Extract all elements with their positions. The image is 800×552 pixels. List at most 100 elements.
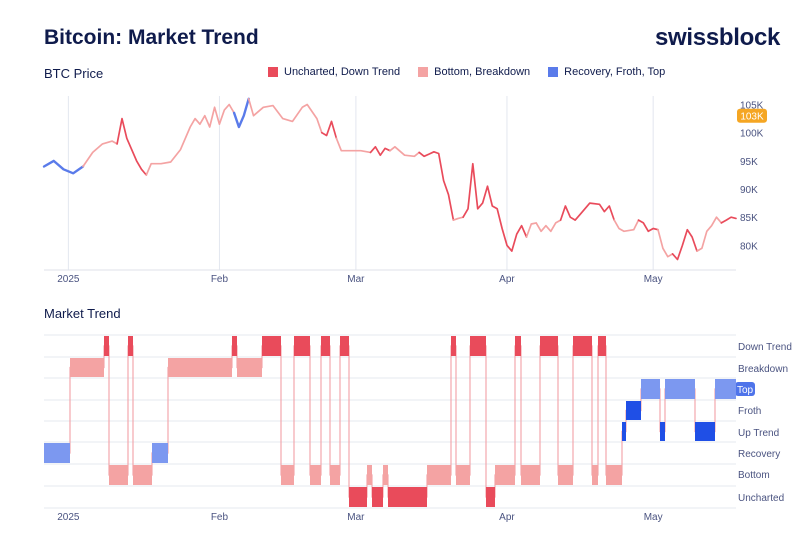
legend-swatch-down xyxy=(268,67,278,77)
price-line-bottom xyxy=(335,137,372,154)
price-line-down xyxy=(559,202,616,221)
trend-block-bottom xyxy=(383,465,388,485)
price-line-down xyxy=(116,117,148,176)
trend-block-bottom xyxy=(495,465,515,485)
price-line-bottom xyxy=(82,140,118,168)
price-line-bottom xyxy=(657,228,674,258)
trend-level-label: Breakdown xyxy=(738,364,788,375)
trend-block-recovery xyxy=(641,379,660,399)
price-y-tick-label: 85K xyxy=(740,213,758,224)
current-price-label: 103K xyxy=(740,112,764,123)
price-x-tick-label: 2025 xyxy=(57,274,80,285)
price-x-tick-label: Feb xyxy=(211,274,229,285)
trend-block-down xyxy=(515,336,521,356)
price-line-bottom xyxy=(145,103,235,176)
trend-level-label: Froth xyxy=(738,406,761,417)
price-line-bottom xyxy=(613,219,640,233)
trend-level-label: Up Trend xyxy=(738,428,779,439)
price-line-bottom xyxy=(389,145,421,158)
price-y-tick-label: 95K xyxy=(740,157,758,168)
trend-block-down xyxy=(321,336,330,356)
price-chart-title: BTC Price xyxy=(44,66,104,81)
trend-block-recovery xyxy=(152,443,168,463)
trend-block-strong xyxy=(660,422,665,441)
price-line-down xyxy=(418,150,455,221)
trend-block-bottom xyxy=(281,465,294,485)
price-line-bottom xyxy=(452,216,464,221)
trend-block-down xyxy=(470,336,486,356)
trend-block-down xyxy=(232,336,237,356)
trend-block-strong xyxy=(622,422,626,441)
price-line-bottom xyxy=(525,219,562,238)
trend-block-down xyxy=(104,336,109,356)
price-line-recovery xyxy=(42,159,85,175)
price-x-tick-label: Mar xyxy=(347,274,365,285)
trend-block-bottom xyxy=(310,465,321,485)
trend-block-down xyxy=(262,336,281,356)
price-line-down xyxy=(462,162,528,252)
price-y-tick-label: 80K xyxy=(740,241,758,252)
trend-block-bottom xyxy=(109,465,128,485)
trend-block-bottom xyxy=(367,465,372,485)
price-line-down xyxy=(320,120,338,140)
trend-block-bottom xyxy=(330,465,340,485)
trend-block-recovery xyxy=(715,379,736,399)
legend-swatch-bottom xyxy=(418,67,429,77)
price-line-down xyxy=(637,219,659,233)
trend-block-recovery xyxy=(665,379,695,399)
trend-level-highlight xyxy=(735,382,755,396)
legend-label-bottom: Bottom, Breakdown xyxy=(434,66,531,78)
current-price-badge xyxy=(737,108,767,123)
legend-swatch-recovery xyxy=(548,67,559,77)
legend-label-recovery: Recovery, Froth, Top xyxy=(564,66,666,78)
trend-block-down xyxy=(540,336,558,356)
trend-block-bottom xyxy=(427,465,451,485)
price-x-tick-label: Apr xyxy=(499,274,515,285)
trend-block-bottom xyxy=(606,465,622,485)
trend-block-bottom xyxy=(133,465,152,485)
trend-level-label: Top xyxy=(737,385,754,396)
trend-block-bottom xyxy=(558,465,573,485)
price-line-recovery xyxy=(232,97,250,129)
legend-item-down: Uncharted, Down Trend xyxy=(268,66,400,78)
trend-block-down xyxy=(349,487,367,507)
trend-level-label: Recovery xyxy=(738,449,780,460)
price-y-tick-label: 100K xyxy=(740,129,764,140)
price-x-tick-label: May xyxy=(644,274,663,285)
trend-x-tick-label: 2025 xyxy=(57,512,80,523)
price-line-bottom xyxy=(696,216,723,252)
trend-block-down xyxy=(486,487,495,507)
legend-label-down: Uncharted, Down Trend xyxy=(284,66,401,78)
trend-chart-title: Market Trend xyxy=(44,306,121,321)
trend-block-down xyxy=(340,336,349,356)
trend-x-tick-label: Mar xyxy=(347,512,365,523)
trend-block-bottom xyxy=(521,465,540,485)
trend-block-down xyxy=(598,336,606,356)
trend-block-strong xyxy=(695,422,715,441)
trend-block-bottom xyxy=(456,465,470,485)
trend-block-down xyxy=(294,336,310,356)
trend-block-strong xyxy=(626,401,641,420)
trend-block-bottom xyxy=(592,465,598,485)
trend-block-down xyxy=(128,336,133,356)
trend-block-bottom xyxy=(237,358,262,377)
price-line-down xyxy=(671,228,698,261)
trend-x-tick-label: Feb xyxy=(211,512,229,523)
price-line-bottom xyxy=(247,97,323,134)
page-title: Bitcoin: Market Trend xyxy=(44,26,259,49)
chart-legend: Uncharted, Down Trend Bottom, Breakdown … xyxy=(268,66,665,78)
trend-block-bottom xyxy=(70,358,104,377)
trend-block-down xyxy=(388,487,427,507)
trend-block-recovery xyxy=(44,443,70,463)
trend-level-label: Down Trend xyxy=(738,342,792,353)
price-y-tick-label: 105K xyxy=(740,100,764,111)
trend-block-down xyxy=(372,487,383,507)
price-line-down xyxy=(369,145,391,157)
brand-logo: swissblock xyxy=(655,24,781,51)
trend-level-label: Uncharted xyxy=(738,493,784,504)
trend-level-label: Bottom xyxy=(738,470,770,481)
trend-block-bottom xyxy=(168,358,232,377)
trend-x-tick-label: Apr xyxy=(499,512,515,523)
